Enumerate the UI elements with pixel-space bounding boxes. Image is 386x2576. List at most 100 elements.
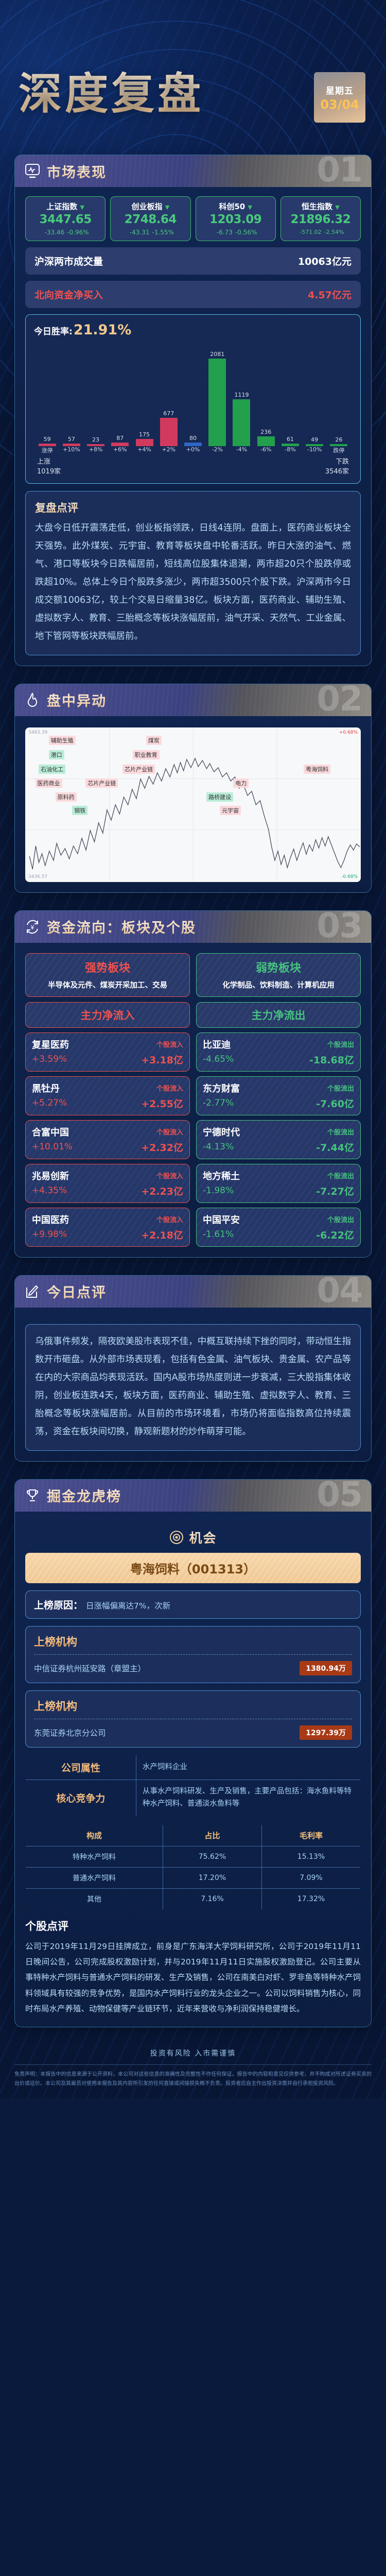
index-card[interactable]: 上证指数 ▼ 3447.65 -33.46 -0.96% <box>25 196 106 241</box>
col-margin: 毛利率 <box>261 1824 360 1846</box>
company-info-table: 公司属性 水产饲料企业 核心竞争力 从事水产饲料研发、生产及销售，主要产品包括：… <box>25 1754 361 1816</box>
stock-pct: -1.61% <box>203 1229 234 1240</box>
bar <box>233 399 251 446</box>
index-card[interactable]: 科创50 ▼ 1203.09 -6.73 -0.56% <box>195 196 276 241</box>
flow-flag: 个股流入 <box>156 1041 183 1049</box>
distribution-bar-chart: 59 57 23 87 175 677 80 2081 1119 236 61 49 26 <box>34 343 352 446</box>
index-card[interactable]: 恒生指数 ▼ 21896.32 -571.02 -2.54% <box>280 196 361 241</box>
listing-reason-value: 日涨幅偏离达7%，次新 <box>86 1601 171 1611</box>
weak-sectors-title: 弱势板块 <box>255 961 301 975</box>
up-count-label: 上涨 <box>37 458 51 466</box>
stock-name: 东方财富 <box>203 1083 240 1094</box>
bar <box>281 444 299 446</box>
axis-tick-label: +10% <box>63 446 80 453</box>
chart-top-pct: +0.68% <box>339 730 358 735</box>
stock-flow-row[interactable]: 兆易创新 个股流入 +4.35% +2.23亿 <box>25 1163 190 1203</box>
axis-tick-label: -6% <box>260 446 272 453</box>
bar-value-label: 2081 <box>210 351 225 358</box>
page-title: 深度复盘 <box>19 59 204 122</box>
index-value: 2748.64 <box>124 213 177 226</box>
axis-tick-label: 涨停 <box>41 447 53 454</box>
stock-flow-row[interactable]: 东方财富 个股流出 -2.77% -7.60亿 <box>196 1076 361 1115</box>
listed-broker-title: 上榜机构 <box>34 1698 352 1714</box>
listed-broker-box: 上榜机构 东莞证券北京分公司 1297.39万 <box>25 1690 361 1748</box>
sector-tag: 原料药 <box>55 792 77 802</box>
stock-flow-row[interactable]: 宁德时代 个股流出 -4.13% -7.44亿 <box>196 1120 361 1159</box>
flow-flag: 个股流出 <box>327 1041 354 1049</box>
turnover-row: 沪深两市成交量 10063亿元 <box>25 247 361 275</box>
section-header: ¥ 资金流向：板块及个股 03 <box>15 910 371 943</box>
flow-flag: 个股流出 <box>327 1085 354 1093</box>
section-title: 掘金龙虎榜 <box>47 1485 121 1505</box>
section-number: 05 <box>317 1479 363 1512</box>
money-flow-icon: ¥ <box>24 919 41 935</box>
bar <box>257 436 275 446</box>
strong-sectors-list: 半导体及元件、煤炭开采加工、交易 <box>48 981 167 990</box>
sector-tag: 路桥建设 <box>206 792 234 802</box>
today-comment-text: 乌俄事件频发，隔夜欧美股市表现不佳，中概互联持续下挫的同时，带动恒生指数开市砸盘… <box>35 1336 351 1437</box>
stock-comment-title: 个股点评 <box>25 1920 68 1933</box>
stock-flow-row[interactable]: 中国医药 个股流入 +9.98% +2.18亿 <box>25 1207 190 1247</box>
trophy-icon <box>24 1487 41 1504</box>
down-count-value: 3546家 <box>325 467 349 476</box>
chart-bottom-pct: -0.68% <box>341 874 358 879</box>
listed-broker-title: 上榜机构 <box>34 1634 352 1649</box>
stock-amount: -6.22亿 <box>316 1229 354 1241</box>
core-competency-value: 从事水产饲料研发、生产及销售，主要产品包括：海水鱼料等特种水产饲料、普通淡水鱼料… <box>135 1779 360 1816</box>
stock-flow-row[interactable]: 比亚迪 个股流出 -4.65% -18.68亿 <box>196 1032 361 1072</box>
footer-disclaimer: 免责声明：本报告中的信息来源于公开资料，本公司对这些信息的准确性及完整性不作任何… <box>14 2064 372 2098</box>
date-label: 03/04 <box>320 97 359 112</box>
stock-flow-row[interactable]: 复星医药 个股流入 +3.59% +3.18亿 <box>25 1032 190 1072</box>
chart-top-value: 3483.39 <box>28 730 48 735</box>
cell-share: 75.62% <box>162 1845 262 1868</box>
stock-name: 比亚迪 <box>203 1039 231 1050</box>
section-title: 市场表现 <box>47 161 107 181</box>
stock-name: 地方稀土 <box>203 1171 240 1182</box>
dragon-stock-title[interactable]: 粤海饲料（001313） <box>25 1553 361 1583</box>
section-number: 04 <box>317 1275 363 1308</box>
bar <box>184 443 202 446</box>
stock-flow-row[interactable]: 地方稀土 个股流出 -1.98% -7.27亿 <box>196 1163 361 1203</box>
bar-column: 26 <box>328 343 350 446</box>
stock-amount: -7.44亿 <box>316 1142 354 1154</box>
stock-flow-row[interactable]: 合富中国 个股流入 +10.01% +2.32亿 <box>25 1120 190 1159</box>
company-attribute-label: 公司属性 <box>26 1755 136 1780</box>
bar-value-label: 677 <box>163 410 174 417</box>
flow-flag: 个股流出 <box>327 1216 354 1225</box>
axis-tick-label: -2% <box>212 446 223 453</box>
bar-value-label: 236 <box>260 428 272 435</box>
stock-pct: -4.65% <box>203 1054 234 1065</box>
cell-margin: 7.09% <box>261 1867 360 1889</box>
sector-tag: 元宇宙 <box>220 805 241 815</box>
bar-column: 175 <box>133 343 155 446</box>
cell-margin: 15.13% <box>261 1845 360 1868</box>
section-number: 02 <box>317 684 363 716</box>
section-dragon-tiger: 掘金龙虎榜 05 机会 粤海饲料（001313） 上榜原因： 日涨幅偏离达7%，… <box>14 1479 372 2028</box>
outflow-stock-list: 比亚迪 个股流出 -4.65% -18.68亿 东方财富 个股流出 -2.77% -7.60亿… <box>196 1032 361 1247</box>
winrate-value: 21.91% <box>73 322 132 338</box>
stock-flow-row[interactable]: 黑牡丹 个股流入 +5.27% +2.55亿 <box>25 1076 190 1115</box>
stock-flow-row[interactable]: 中国平安 个股流出 -1.61% -6.22亿 <box>196 1207 361 1247</box>
winrate-chart-card: 今日胜率: 21.91% 59 57 23 87 175 677 80 2081 1119 236… <box>25 314 361 484</box>
bar-column: 2081 <box>206 343 229 446</box>
broker-amount: 1297.39万 <box>300 1725 352 1740</box>
inflow-header: 主力净流入 <box>25 1002 190 1028</box>
bar <box>330 444 348 446</box>
bar <box>160 417 178 446</box>
bar <box>208 359 226 446</box>
review-title: 复盘点评 <box>35 500 351 515</box>
section-header: 今日点评 04 <box>15 1275 371 1308</box>
chart-bottom-value: 3436.57 <box>28 874 48 879</box>
bar <box>87 444 105 446</box>
bar-column: 1119 <box>231 343 253 446</box>
date-badge: 星期五 03/04 <box>314 72 365 123</box>
stock-pct: +9.98% <box>32 1229 67 1240</box>
chance-banner: 机会 <box>25 1528 361 1547</box>
index-card[interactable]: 创业板指 ▼ 2748.64 -43.31 -1.55% <box>110 196 191 241</box>
stock-name: 复星医药 <box>32 1039 69 1050</box>
section-capital-flow: ¥ 资金流向：板块及个股 03 强势板块 半导体及元件、煤炭开采加工、交易 主力… <box>14 910 372 1258</box>
flow-flag: 个股流入 <box>156 1085 183 1093</box>
stock-pct: -1.98% <box>203 1185 234 1196</box>
index-pct: -0.56% <box>235 229 257 236</box>
footer-risk: 投资有风险 入市需谨慎 <box>0 2045 386 2058</box>
